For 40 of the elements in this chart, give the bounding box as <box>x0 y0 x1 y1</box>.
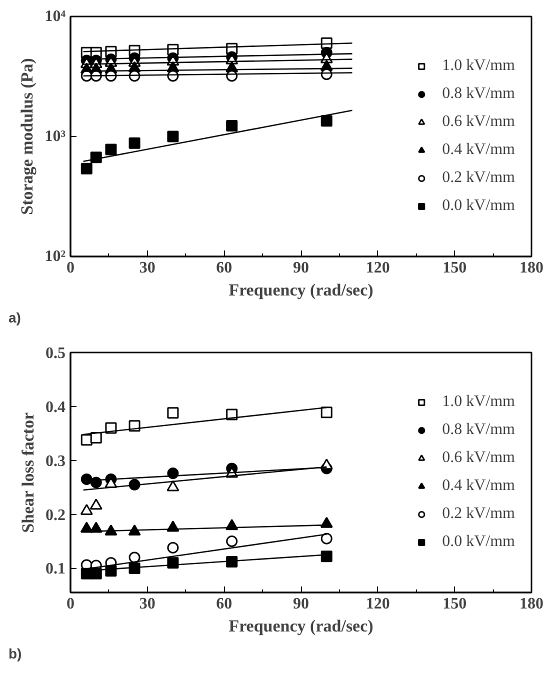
legend-label: 0.2 kV/mm <box>442 505 515 523</box>
legend-label: 1.0 kV/mm <box>442 393 515 411</box>
x-tick-label: 60 <box>216 260 232 276</box>
legend-label: 0.2 kV/mm <box>442 169 515 187</box>
legend-label: 1.0 kV/mm <box>442 57 515 75</box>
y-tick-label: 10² <box>44 248 66 265</box>
y-tick-label: 0.3 <box>46 452 66 470</box>
x-tick-label: 150 <box>442 260 467 276</box>
legend-label: 0.4 kV/mm <box>442 477 515 495</box>
x-tick-label: 30 <box>139 260 156 276</box>
x-tick-label: 0 <box>66 596 74 612</box>
x-tick-label: 180 <box>520 260 543 276</box>
y-tick-label: 0.5 <box>46 345 66 362</box>
x-tick-label: 120 <box>366 596 390 612</box>
y-axis-title: Storage modulus (Pa) <box>18 58 37 215</box>
legend-label: 0.8 kV/mm <box>442 85 515 103</box>
y-axis-title: Shear loss factor <box>18 412 38 533</box>
legend-label: 0.6 kV/mm <box>442 113 515 131</box>
legend-label: 0.0 kV/mm <box>442 197 515 215</box>
legend-label: 0.4 kV/mm <box>442 141 515 159</box>
y-tick-label: 0.1 <box>46 560 66 578</box>
legend-label: 0.0 kV/mm <box>442 533 515 551</box>
y-tick-label: 0.2 <box>46 506 66 524</box>
x-tick-label: 180 <box>520 596 543 612</box>
x-tick-label: 90 <box>293 260 309 276</box>
legend-label: 0.6 kV/mm <box>442 449 515 467</box>
y-tick-label: 10⁴ <box>44 8 66 25</box>
x-tick-label: 0 <box>66 260 74 276</box>
x-tick-label: 120 <box>366 260 390 276</box>
x-axis-title: Frequency (rad/sec) <box>228 280 374 300</box>
x-tick-label: 60 <box>216 596 232 612</box>
y-tick-label: 0.4 <box>46 398 66 416</box>
x-axis-title: Frequency (rad/sec) <box>228 616 374 636</box>
x-tick-label: 30 <box>139 596 156 612</box>
text: b) <box>8 646 22 662</box>
y-tick-label: 10³ <box>44 128 66 145</box>
text: a) <box>8 310 21 326</box>
x-tick-label: 90 <box>293 596 309 612</box>
legend-label: 0.8 kV/mm <box>442 421 515 439</box>
x-tick-label: 150 <box>442 596 467 612</box>
